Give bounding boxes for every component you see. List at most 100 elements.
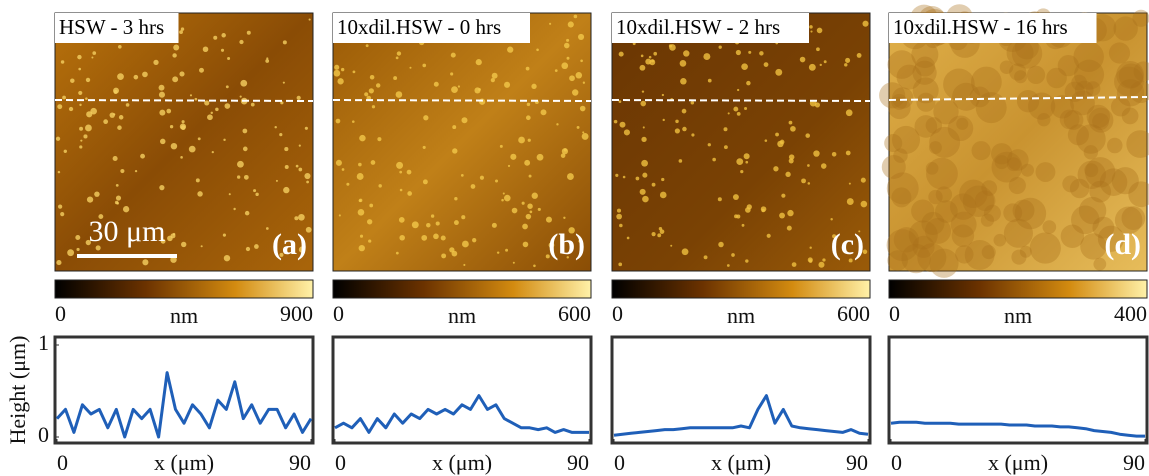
image-texture xyxy=(166,109,171,114)
image-texture xyxy=(117,73,124,80)
image-texture xyxy=(359,199,362,202)
image-texture xyxy=(959,180,987,208)
image-texture xyxy=(173,45,179,51)
image-texture xyxy=(87,196,93,202)
image-texture xyxy=(203,46,209,52)
image-texture xyxy=(809,64,816,71)
image-texture xyxy=(580,106,586,112)
image-texture xyxy=(921,212,944,235)
image-texture xyxy=(736,50,741,55)
image-texture xyxy=(789,158,794,163)
image-texture xyxy=(274,126,276,128)
x-axis-label: x (μm) xyxy=(432,450,492,475)
image-texture xyxy=(733,194,739,200)
image-texture xyxy=(737,112,741,116)
panel-title: 10xdil.HSW - 16 hrs xyxy=(893,15,1068,39)
image-texture xyxy=(58,171,60,173)
image-texture xyxy=(452,148,457,153)
image-texture xyxy=(196,178,200,182)
image-texture xyxy=(522,202,525,205)
x-axis-label: x (μm) xyxy=(711,450,771,475)
image-texture xyxy=(764,62,769,67)
image-texture xyxy=(728,112,730,114)
image-texture xyxy=(412,221,419,228)
image-texture xyxy=(933,99,958,124)
colorbar-tick-label: 0 xyxy=(612,301,623,326)
image-texture xyxy=(244,175,249,180)
image-texture xyxy=(421,235,427,241)
image-texture xyxy=(371,160,376,165)
image-texture xyxy=(346,183,349,186)
image-texture xyxy=(623,176,626,179)
image-texture xyxy=(652,183,656,187)
image-texture xyxy=(306,181,309,184)
panel-title: HSW - 3 hrs xyxy=(59,15,164,39)
image-texture xyxy=(781,194,785,198)
image-texture xyxy=(501,199,504,202)
image-texture xyxy=(160,139,166,145)
image-texture xyxy=(266,227,269,230)
image-texture xyxy=(452,125,456,129)
colorbar-tick-label: 0 xyxy=(333,301,344,326)
image-texture xyxy=(810,30,812,32)
image-texture xyxy=(359,135,365,141)
image-texture xyxy=(296,165,299,168)
image-texture xyxy=(369,88,374,93)
image-texture xyxy=(242,129,247,134)
image-texture xyxy=(1092,113,1109,130)
image-texture xyxy=(884,134,902,152)
image-texture xyxy=(378,184,381,187)
image-texture xyxy=(86,78,90,82)
image-texture xyxy=(719,45,722,48)
image-texture xyxy=(265,59,269,63)
image-texture xyxy=(619,224,623,228)
image-texture xyxy=(641,160,648,167)
image-texture xyxy=(341,68,344,71)
image-texture xyxy=(90,108,97,115)
image-texture xyxy=(181,125,186,130)
image-texture xyxy=(527,203,532,208)
image-texture xyxy=(159,185,164,190)
image-texture xyxy=(298,214,305,221)
image-texture xyxy=(787,210,793,216)
image-texture xyxy=(761,209,765,213)
image-texture xyxy=(708,143,711,146)
image-texture xyxy=(742,224,745,227)
y-axis-label: Height (μm) xyxy=(5,336,30,445)
image-texture xyxy=(254,244,259,249)
image-texture xyxy=(805,133,810,138)
image-texture xyxy=(56,260,61,265)
image-texture xyxy=(167,236,173,242)
image-texture xyxy=(116,195,121,200)
image-texture xyxy=(359,245,365,251)
image-texture xyxy=(529,175,532,178)
image-texture xyxy=(201,245,203,247)
image-texture xyxy=(822,258,825,261)
image-texture xyxy=(399,171,402,174)
image-texture xyxy=(759,51,763,55)
image-texture xyxy=(1011,250,1026,265)
image-texture xyxy=(472,238,476,242)
image-texture xyxy=(981,214,994,227)
image-texture xyxy=(507,47,513,53)
image-texture xyxy=(119,115,124,120)
image-texture xyxy=(627,237,630,240)
image-texture xyxy=(159,92,165,98)
image-texture xyxy=(675,120,678,123)
image-texture xyxy=(649,56,652,59)
image-texture xyxy=(433,234,439,240)
image-texture xyxy=(237,161,244,168)
image-texture xyxy=(821,163,827,169)
image-texture xyxy=(680,78,687,85)
panel-label: (a) xyxy=(272,228,307,261)
image-texture xyxy=(832,152,837,157)
image-texture xyxy=(285,165,289,169)
image-texture xyxy=(190,94,192,96)
image-texture xyxy=(562,148,568,154)
image-texture xyxy=(123,206,129,212)
image-texture xyxy=(513,262,515,264)
image-texture xyxy=(779,213,785,219)
image-texture xyxy=(824,60,827,63)
image-texture xyxy=(454,197,457,200)
image-texture xyxy=(246,247,250,251)
